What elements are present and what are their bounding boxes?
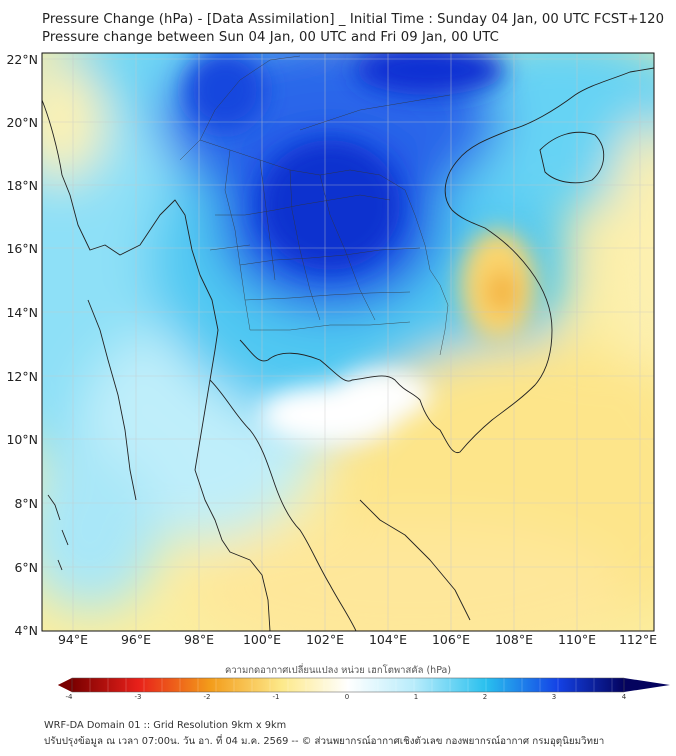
lat-label-22n: 22°N	[6, 52, 38, 67]
footer-credit: ปรับปรุงข้อมูล ณ เวลา 07:00น. วัน อา. ที…	[44, 736, 605, 747]
lon-label-106e: 106°E	[431, 632, 470, 647]
lon-label-112e: 112°E	[618, 632, 657, 647]
colorbar-tick: 0	[344, 693, 350, 701]
chart-subtitle: Pressure change between Sun 04 Jan, 00 U…	[42, 30, 499, 45]
map-frame	[41, 52, 655, 632]
lat-label-10n: 10°N	[6, 432, 38, 447]
colorbar-tick: -4	[65, 693, 73, 701]
lat-label-12n: 12°N	[6, 369, 38, 384]
coastlines	[42, 67, 654, 631]
chart-title: Pressure Change (hPa) - [Data Assimilati…	[42, 12, 665, 27]
colorbar-tick: -2	[203, 693, 211, 701]
lon-label-104e: 104°E	[368, 632, 407, 647]
lon-label-108e: 108°E	[494, 632, 533, 647]
lon-label-102e: 102°E	[305, 632, 344, 647]
pressure-field	[42, 53, 654, 631]
admin-borders	[179, 55, 451, 356]
colorbar-tick: 4	[621, 693, 627, 701]
colorbar-right-triangle	[624, 678, 670, 692]
lat-label-4n: 4°N	[14, 623, 38, 638]
lat-label-6n: 6°N	[14, 560, 38, 575]
colorbar-tick: 1	[413, 693, 419, 701]
lat-label-8n: 8°N	[14, 496, 38, 511]
lon-label-110e: 110°E	[557, 632, 596, 647]
colorbar-tick: -1	[272, 693, 280, 701]
colorbar	[58, 677, 670, 693]
lat-label-16n: 16°N	[6, 241, 38, 256]
footer-model-info: WRF-DA Domain 01 :: Grid Resolution 9km …	[44, 720, 287, 731]
graticule	[42, 53, 654, 631]
lon-label-98e: 98°E	[183, 632, 215, 647]
colorbar-ramp	[72, 678, 624, 692]
lat-label-20n: 20°N	[6, 115, 38, 130]
lon-label-94e: 94°E	[57, 632, 89, 647]
colorbar-tick: 3	[551, 693, 557, 701]
lon-label-96e: 96°E	[120, 632, 152, 647]
colorbar-tick: -3	[134, 693, 142, 701]
lat-label-18n: 18°N	[6, 178, 38, 193]
colorbar-tick: 2	[482, 693, 488, 701]
lon-label-100e: 100°E	[242, 632, 281, 647]
lat-label-14n: 14°N	[6, 305, 38, 320]
colorbar-caption: ความกดอากาศเปลี่ยนแปลง หน่วย เฮกโตพาสคัล…	[224, 665, 452, 676]
colorbar-min-triangle	[58, 678, 72, 692]
